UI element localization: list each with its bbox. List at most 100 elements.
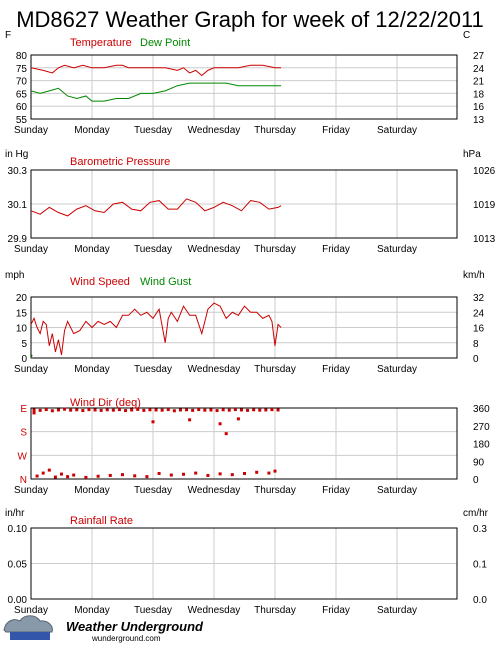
y-tick-label: 29.9 <box>8 234 28 245</box>
wind-dir-point <box>255 470 259 474</box>
wind-dir-point <box>93 408 97 412</box>
wind-dir-point <box>32 411 36 415</box>
brand-url: wunderground.com <box>91 634 161 643</box>
wind-dir-point <box>157 471 161 475</box>
wind-dir-point <box>117 408 121 412</box>
series-label: Dew Point <box>140 37 190 49</box>
chart-wind: 0 5 10 15 20 0 8 16 24 32 Sunday Monday Tuesday Wedne… <box>5 270 485 375</box>
wind-dir-point <box>218 472 222 476</box>
left-unit-label: in Hg <box>5 149 28 160</box>
wind-dir-point <box>69 408 73 412</box>
x-tick-label: Wednesday <box>188 485 241 496</box>
wind-dir-point <box>142 408 146 412</box>
left-unit-label: F <box>5 30 11 41</box>
wind-dir-point <box>276 408 280 412</box>
plot-frame <box>30 527 458 600</box>
series-label: Rainfall Rate <box>70 515 133 527</box>
x-tick-label: Sunday <box>14 244 48 255</box>
wind-dir-point <box>47 468 51 472</box>
right-tick-label: 21 <box>473 77 485 88</box>
x-tick-label: Saturday <box>377 364 417 375</box>
wind-dir-point <box>72 473 76 477</box>
wind-dir-point <box>41 471 45 475</box>
right-tick-label: 1019 <box>473 200 496 211</box>
wind-dir-point <box>182 472 185 476</box>
right-tick-label: 24 <box>473 308 485 319</box>
y-tick-label: 0.00 <box>8 595 28 606</box>
series-label: Barometric Pressure <box>70 156 170 168</box>
x-tick-label: Monday <box>74 605 110 616</box>
x-tick-label: Saturday <box>377 244 417 255</box>
x-tick-label: Monday <box>74 244 110 255</box>
right-tick-label: 16 <box>473 102 485 113</box>
wind-dir-point <box>243 471 246 475</box>
x-tick-label: Thursday <box>254 485 296 496</box>
x-tick-label: Wednesday <box>188 244 241 255</box>
wind-dir-point <box>53 475 57 479</box>
cloud-icon <box>3 615 53 633</box>
x-tick-label: Saturday <box>377 125 417 136</box>
right-tick-label: 1026 <box>473 166 496 177</box>
right-unit-label: C <box>463 30 470 41</box>
y-tick-label: 70 <box>16 77 28 88</box>
series-line-dew-point <box>30 82 282 102</box>
chart-rain: 0.00 0.05 0.10 0.0 0.1 0.3 Sunday Monday Tuesday… <box>5 508 489 616</box>
y-tick-label: 80 <box>16 51 28 62</box>
x-tick-label: Tuesday <box>134 605 172 616</box>
x-tick-label: Tuesday <box>134 364 172 375</box>
wind-dir-point <box>178 408 182 412</box>
right-tick-label: 270 <box>473 422 490 433</box>
branding-logo[interactable]: Weather Underground wunderground.com <box>3 615 204 643</box>
x-tick-label: Tuesday <box>134 244 172 255</box>
wind-dir-point <box>209 408 213 412</box>
wind-dir-point <box>32 408 36 412</box>
series-label: Temperature <box>70 37 132 49</box>
y-tick-label: 0 <box>21 354 27 365</box>
right-tick-label: 18 <box>473 89 485 100</box>
series-label: Wind Dir (deg) <box>70 397 141 409</box>
wind-dir-point <box>258 408 262 412</box>
x-tick-label: Saturday <box>377 605 417 616</box>
x-tick-label: Sunday <box>14 485 48 496</box>
y-tick-label: 30.1 <box>8 200 28 211</box>
wind-dir-point <box>154 408 158 412</box>
y-tick-label: 30.3 <box>8 166 28 177</box>
wind-dir-point <box>87 408 91 412</box>
y-tick-label: 10 <box>16 324 28 335</box>
right-tick-label: 27 <box>473 51 485 62</box>
right-tick-label: 90 <box>473 457 485 468</box>
y-tick-label: E <box>20 404 27 415</box>
right-tick-label: 8 <box>473 339 479 350</box>
y-tick-label: N <box>20 475 27 486</box>
x-tick-label: Thursday <box>254 125 296 136</box>
x-tick-label: Thursday <box>254 244 296 255</box>
wind-dir-point <box>75 408 79 412</box>
wind-dir-point <box>96 474 100 478</box>
wind-dir-point <box>246 408 250 412</box>
x-tick-label: Friday <box>322 605 350 616</box>
wind-dir-point <box>121 473 124 477</box>
right-tick-label: 360 <box>473 404 490 415</box>
wind-dir-point <box>236 417 240 421</box>
right-tick-label: 0.0 <box>473 595 487 606</box>
right-unit-label: cm/hr <box>463 508 489 519</box>
x-tick-label: Tuesday <box>134 125 172 136</box>
wind-dir-point <box>105 408 109 412</box>
wind-dir-point <box>264 408 268 412</box>
x-tick-label: Sunday <box>14 364 48 375</box>
wind-dir-point <box>166 408 170 412</box>
wind-dir-point <box>35 474 39 478</box>
wind-dir-point <box>145 475 149 479</box>
series-line-wind-speed <box>30 302 282 356</box>
wind-dir-point <box>221 408 225 412</box>
wind-dir-point <box>185 408 189 412</box>
right-tick-label: 0 <box>473 475 479 486</box>
wind-dir-point <box>172 409 176 413</box>
wind-dir-point <box>270 408 274 412</box>
wind-dir-point <box>227 408 231 412</box>
y-tick-label: S <box>20 428 27 439</box>
x-tick-label: Wednesday <box>188 125 241 136</box>
x-tick-label: Saturday <box>377 485 417 496</box>
